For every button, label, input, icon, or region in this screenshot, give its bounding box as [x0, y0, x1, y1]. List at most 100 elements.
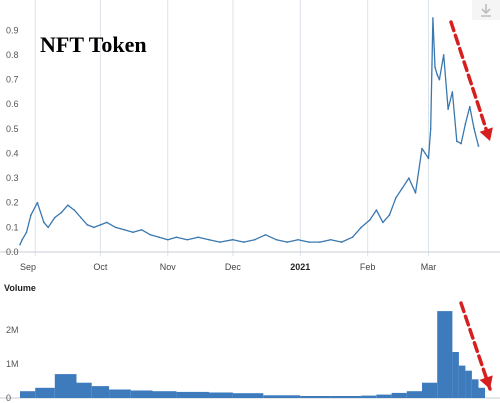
- price-point: [186, 238, 189, 241]
- price-point: [47, 226, 49, 229]
- price-x-axis: Sep Oct Nov Dec 2021 Feb Mar: [20, 262, 436, 272]
- volume-bar: [330, 396, 362, 398]
- volume-bar: [91, 386, 110, 398]
- price-point: [477, 145, 480, 147]
- price-point: [243, 241, 245, 243]
- volume-arrow-shaft: [459, 301, 492, 391]
- price-point: [432, 17, 434, 19]
- price-point: [460, 142, 462, 145]
- price-point: [140, 229, 143, 231]
- price-y-axis: 0.9 0.8 0.7 0.6 0.5 0.4 0.3 0.2 0.1 0.0: [6, 25, 19, 257]
- volume-bar: [300, 396, 331, 398]
- price-point: [54, 216, 56, 219]
- volume-bar: [209, 392, 233, 398]
- price-point: [408, 177, 410, 179]
- price-point: [253, 238, 256, 241]
- price-point: [60, 211, 63, 214]
- price-point: [21, 238, 24, 241]
- volume-y-tick-label: 2M: [6, 325, 19, 335]
- price-point: [67, 204, 69, 206]
- price-point: [401, 187, 404, 189]
- volume-bar: [478, 387, 485, 398]
- volume-bar: [361, 395, 377, 398]
- price-point: [414, 192, 417, 194]
- price-point: [99, 224, 102, 226]
- volume-bar: [109, 389, 131, 398]
- price-point: [19, 243, 21, 246]
- volume-bar: [54, 374, 77, 398]
- price-point: [382, 221, 384, 224]
- price-point: [297, 238, 299, 241]
- price-point: [456, 140, 458, 142]
- volume-y-tick-label: 0: [6, 393, 11, 403]
- volume-bars: [20, 311, 485, 398]
- y-tick-label: 0.0: [6, 247, 19, 257]
- price-point: [106, 221, 108, 224]
- price-point: [86, 224, 89, 226]
- volume-bar: [263, 395, 301, 398]
- price-point: [447, 108, 449, 110]
- y-tick-label: 0.6: [6, 99, 19, 109]
- volume-bar: [406, 391, 422, 398]
- price-point: [219, 241, 221, 243]
- price-point: [43, 221, 45, 224]
- volume-bar: [376, 394, 392, 398]
- price-point: [158, 236, 160, 238]
- volume-bar: [458, 365, 466, 398]
- price-point: [123, 229, 126, 231]
- download-icon[interactable]: [472, 0, 500, 20]
- price-point: [360, 226, 362, 229]
- volume-bar: [422, 382, 438, 398]
- price-point: [369, 219, 371, 221]
- y-tick-label: 0.1: [6, 222, 19, 232]
- price-point: [351, 236, 354, 238]
- volume-bar: [452, 352, 459, 398]
- volume-bar: [20, 391, 36, 398]
- price-arrow-head: [479, 127, 493, 141]
- x-tick-label: Feb: [360, 262, 376, 272]
- price-point: [473, 128, 475, 130]
- y-tick-label: 0.5: [6, 124, 19, 134]
- chart-title: NFT Token: [40, 32, 147, 57]
- price-point: [197, 236, 199, 238]
- volume-y-axis: 2M 1M 0: [6, 325, 19, 403]
- volume-bar: [76, 382, 92, 398]
- price-point: [167, 238, 169, 241]
- price-point: [395, 197, 397, 199]
- price-point: [429, 128, 432, 130]
- volume-bar: [152, 391, 177, 398]
- x-tick-label: Sep: [20, 262, 36, 272]
- download-icon-glyph: [481, 4, 491, 17]
- price-point: [73, 209, 76, 211]
- price-trend-arrow: [449, 20, 493, 143]
- volume-bar: [176, 391, 209, 398]
- price-gridlines: [0, 0, 500, 256]
- price-point: [275, 238, 278, 241]
- volume-bar: [465, 370, 472, 398]
- price-point: [132, 231, 134, 234]
- price-point: [208, 238, 210, 241]
- volume-bar: [391, 392, 407, 398]
- price-point: [30, 214, 32, 216]
- volume-title: Volume: [4, 283, 36, 293]
- volume-arrow-head: [479, 375, 493, 389]
- volume-y-tick-label: 1M: [6, 359, 19, 369]
- volume-trend-arrow: [459, 301, 493, 391]
- volume-bar: [472, 379, 479, 398]
- price-point: [469, 105, 471, 108]
- price-point: [427, 157, 430, 160]
- y-tick-label: 0.4: [6, 148, 19, 158]
- x-tick-label: 2021: [290, 262, 310, 272]
- volume-bar: [130, 390, 153, 398]
- x-tick-label: Oct: [93, 262, 108, 272]
- price-series-points: [19, 17, 480, 246]
- y-tick-label: 0.3: [6, 173, 19, 183]
- price-point: [438, 78, 441, 81]
- volume-bar: [437, 311, 453, 398]
- price-point: [80, 216, 82, 219]
- price-point: [421, 147, 423, 150]
- price-point: [308, 241, 310, 243]
- price-point: [232, 238, 234, 241]
